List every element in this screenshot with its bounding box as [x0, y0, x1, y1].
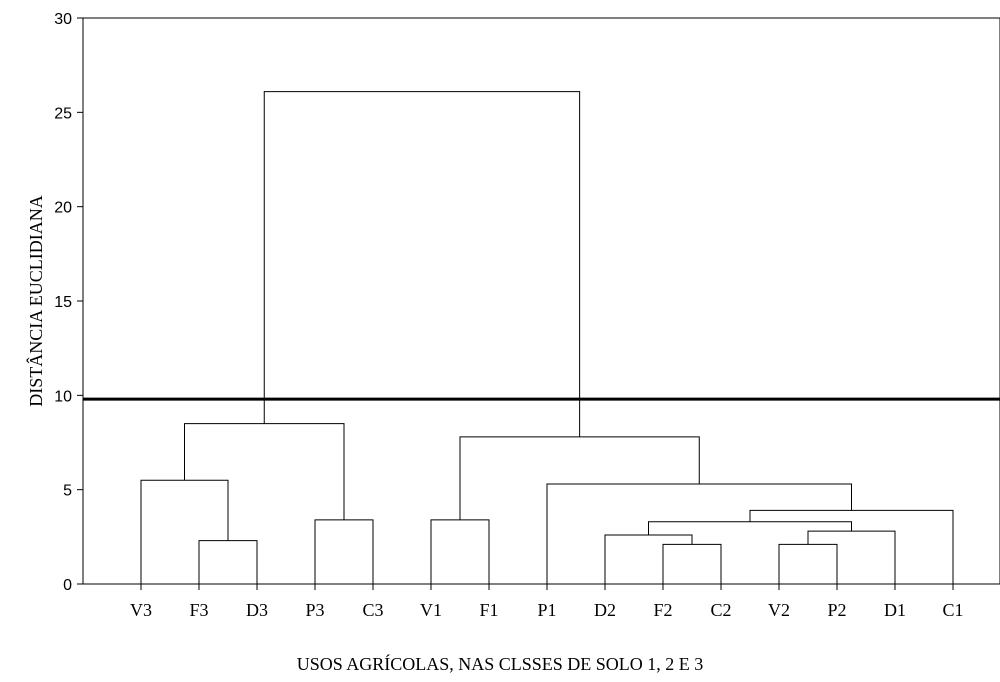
y-tick-label: 5 [63, 483, 72, 500]
y-axis-title: DISTÂNCIA EUCLIDIANA [25, 195, 46, 406]
y-tick-label: 25 [54, 105, 72, 122]
dendrogram-link [807, 530, 896, 584]
dendrogram-link [314, 519, 374, 584]
plot-frame [82, 17, 1000, 585]
leaf-labels: V3 F3 D3 P3 C3 V1 F1 P1 D2 F2 C2 V2 P2 D1 C1 [130, 584, 964, 620]
leaf-label: D3 [246, 600, 268, 620]
y-tick-label: 0 [63, 577, 72, 594]
leaf-label: V3 [130, 600, 152, 620]
y-tick-label: 20 [54, 200, 72, 217]
leaf-label: F3 [189, 600, 208, 620]
y-tick-label: 10 [54, 388, 72, 405]
dendrogram-link [140, 479, 229, 584]
dendrogram-link [648, 521, 852, 535]
dendrogram-link [459, 436, 700, 520]
dendrogram-link [263, 91, 581, 437]
leaf-label: F2 [653, 600, 672, 620]
x-axis-title: USOS AGRÍCOLAS, NAS CLSSES DE SOLO 1, 2 … [297, 653, 704, 674]
dendrogram-link [778, 543, 838, 584]
leaf-label: V2 [768, 600, 790, 620]
y-tick-label: 15 [54, 294, 72, 311]
leaf-label: D1 [884, 600, 906, 620]
dendrogram-link [604, 534, 693, 584]
leaf-label: D2 [594, 600, 616, 620]
leaf-label: P1 [537, 600, 556, 620]
dendrogram-link [662, 543, 722, 584]
dendrogram-link [546, 483, 852, 584]
y-axis: 0 5 10 15 20 25 30 [54, 11, 83, 594]
y-tick-label: 30 [54, 11, 72, 28]
leaf-label: C2 [710, 600, 731, 620]
dendrogram-links [140, 91, 954, 584]
leaf-label: C3 [362, 600, 383, 620]
dendrogram-link [184, 423, 345, 520]
dendrogram-link [430, 519, 490, 584]
leaf-label: P2 [827, 600, 846, 620]
leaf-label: C1 [942, 600, 963, 620]
leaf-label: P3 [305, 600, 324, 620]
dendrogram-link [198, 540, 258, 584]
leaf-label: F1 [479, 600, 498, 620]
leaf-label: V1 [420, 600, 442, 620]
